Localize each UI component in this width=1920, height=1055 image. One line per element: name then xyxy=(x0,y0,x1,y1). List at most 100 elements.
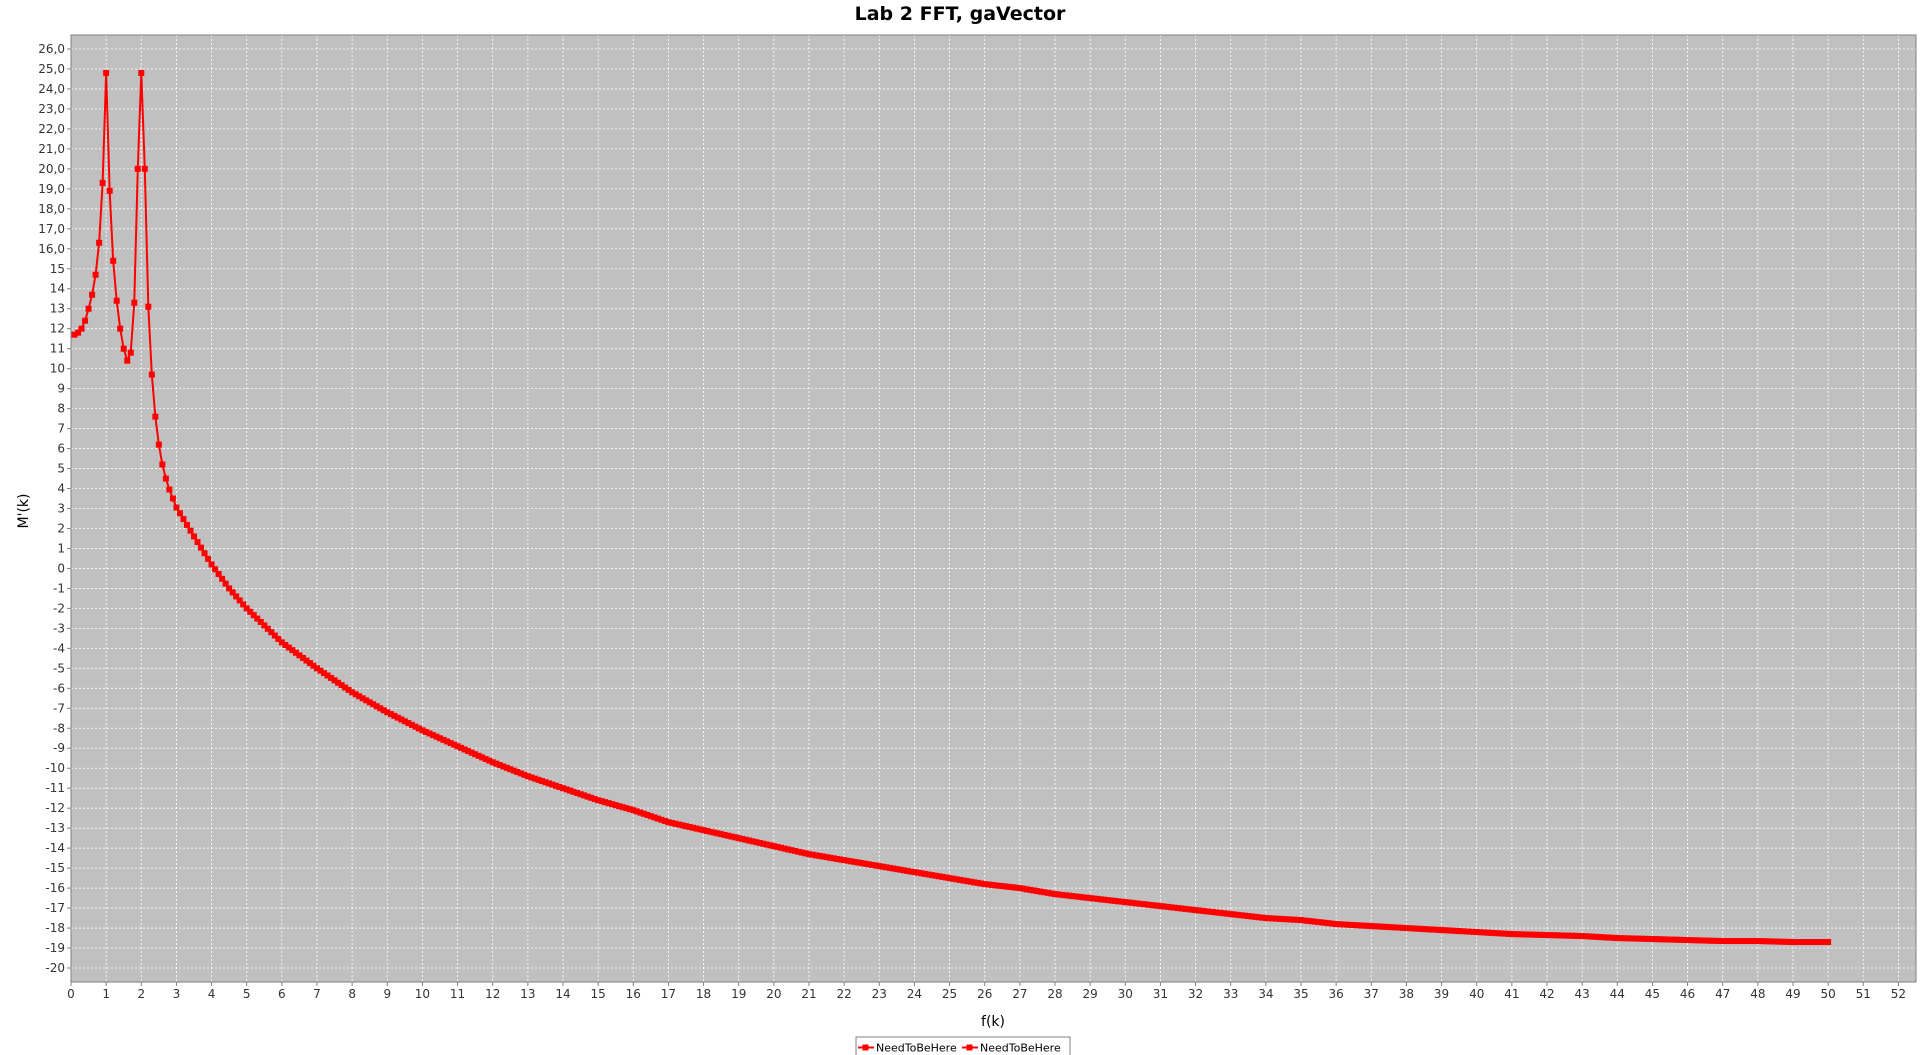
y-tick-label: 12 xyxy=(50,322,65,336)
data-point xyxy=(725,832,732,839)
data-point xyxy=(324,672,331,679)
x-axis-ticks: 0 1 2 3 4 5 6 7 8 9 10 11 12 13 14 15 16 17 18 19 20 21 22 23 24… xyxy=(67,982,1906,1001)
x-tick-label: 11 xyxy=(450,987,465,1001)
data-point xyxy=(1744,938,1751,945)
data-point xyxy=(458,744,465,751)
y-tick-label: -10 xyxy=(45,761,65,775)
data-point xyxy=(500,763,507,770)
data-point xyxy=(974,879,981,886)
data-point xyxy=(176,510,183,517)
data-point xyxy=(1034,888,1041,895)
x-tick-label: 25 xyxy=(942,987,957,1001)
legend-label: NeedToBeHere xyxy=(876,1042,957,1055)
data-point xyxy=(359,695,366,702)
data-point xyxy=(869,861,876,868)
y-tick-label: 9 xyxy=(57,382,65,396)
data-point xyxy=(1821,939,1828,946)
data-point xyxy=(145,303,152,310)
data-point xyxy=(124,357,131,364)
data-point xyxy=(1020,885,1027,892)
data-point xyxy=(1435,926,1442,933)
data-point xyxy=(479,754,486,761)
data-point xyxy=(1529,931,1536,938)
data-point xyxy=(542,779,549,786)
data-point xyxy=(1241,912,1248,919)
data-point xyxy=(303,657,310,664)
data-point xyxy=(261,622,268,629)
data-point xyxy=(1702,937,1709,944)
data-point xyxy=(1217,909,1224,916)
data-point xyxy=(257,618,264,625)
data-point xyxy=(517,770,524,777)
data-point xyxy=(1340,921,1347,928)
x-tick-label: 6 xyxy=(278,987,286,1001)
data-point xyxy=(405,720,412,727)
data-point xyxy=(1656,936,1663,943)
x-tick-label: 21 xyxy=(801,987,816,1001)
y-tick-label: -14 xyxy=(45,841,65,855)
data-point xyxy=(1603,934,1610,941)
y-tick-label: 1 xyxy=(57,541,65,555)
data-point xyxy=(1631,935,1638,942)
data-point xyxy=(1614,935,1621,942)
data-point xyxy=(911,869,918,876)
data-point xyxy=(1804,939,1811,946)
legend-entry-1: NeedToBeHere xyxy=(858,1042,957,1055)
data-point xyxy=(152,413,159,420)
data-point xyxy=(672,820,679,827)
data-point xyxy=(1575,932,1582,939)
data-point xyxy=(408,721,415,728)
data-point xyxy=(1052,891,1058,898)
data-point xyxy=(482,756,489,763)
data-point xyxy=(1501,930,1508,937)
data-point xyxy=(549,781,556,788)
data-point xyxy=(623,805,630,812)
x-tick-label: 40 xyxy=(1469,987,1484,1001)
data-point xyxy=(1157,903,1164,910)
data-point xyxy=(707,828,714,835)
data-point xyxy=(1565,932,1572,939)
data-point xyxy=(419,727,426,734)
x-tick-label: 24 xyxy=(907,987,922,1001)
x-tick-label: 46 xyxy=(1680,987,1695,1001)
data-point xyxy=(897,866,904,873)
x-tick-label: 47 xyxy=(1715,987,1730,1001)
x-tick-label: 44 xyxy=(1610,987,1625,1001)
data-point xyxy=(92,271,99,278)
data-point xyxy=(791,847,798,854)
data-point xyxy=(876,863,883,870)
data-point xyxy=(1663,936,1670,943)
data-point xyxy=(1262,915,1269,922)
data-point xyxy=(774,843,781,850)
data-point xyxy=(1041,889,1048,896)
data-point xyxy=(71,331,78,338)
legend-label: NeedToBeHere xyxy=(980,1042,1061,1055)
data-point xyxy=(855,859,862,866)
data-point xyxy=(862,860,869,867)
data-point xyxy=(120,345,127,352)
data-point xyxy=(531,775,538,782)
x-tick-label: 27 xyxy=(1012,987,1027,1001)
data-point xyxy=(1709,937,1716,944)
data-point xyxy=(1322,919,1329,926)
data-point xyxy=(306,660,313,667)
data-point xyxy=(1793,939,1800,946)
data-point xyxy=(1649,936,1656,943)
x-tick-label: 20 xyxy=(766,987,781,1001)
data-point xyxy=(250,612,257,619)
data-point xyxy=(693,825,700,832)
data-point xyxy=(271,632,278,639)
data-point xyxy=(1536,931,1543,938)
data-point xyxy=(524,773,531,780)
data-point xyxy=(345,686,352,693)
data-point xyxy=(521,771,528,778)
data-point xyxy=(798,849,805,856)
data-point xyxy=(595,797,602,804)
y-tick-label: -9 xyxy=(53,741,65,755)
data-point xyxy=(1628,935,1635,942)
data-point xyxy=(1308,918,1315,925)
data-point xyxy=(960,877,967,884)
data-point xyxy=(711,829,718,836)
data-point xyxy=(338,682,345,689)
x-tick-label: 29 xyxy=(1083,987,1098,1001)
